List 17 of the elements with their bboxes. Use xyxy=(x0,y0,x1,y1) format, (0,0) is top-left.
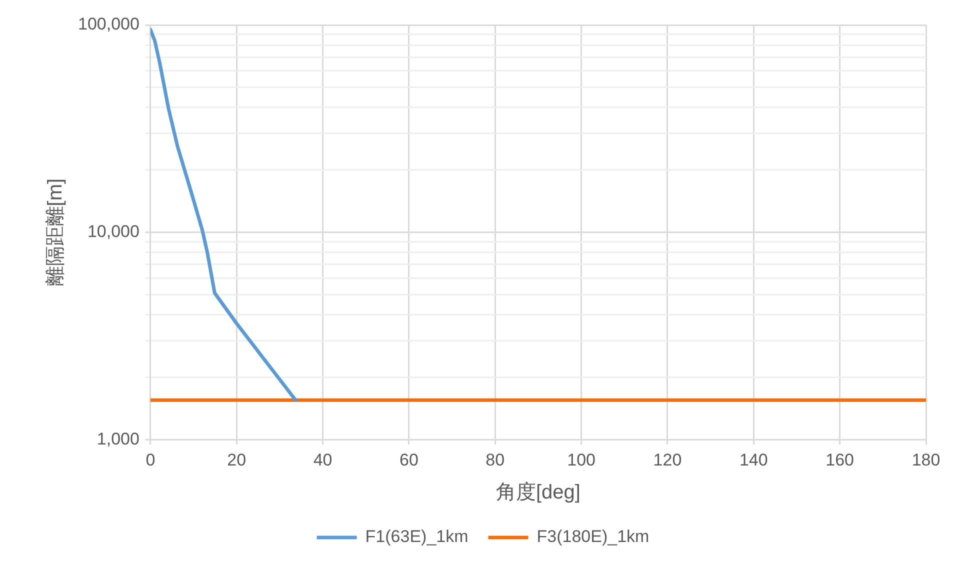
y-tick-label: 1,000 xyxy=(96,429,140,448)
legend-label: F3(180E)_1km xyxy=(536,527,650,546)
x-tick-label: 180 xyxy=(912,450,940,470)
x-tick-label: 140 xyxy=(739,450,768,470)
x-tick-label: 60 xyxy=(400,450,418,470)
y-axis-title: 離隔距離[m] xyxy=(44,178,67,286)
legend-label: F1(63E)_1km xyxy=(365,527,468,546)
x-axis-title: 角度[deg] xyxy=(496,482,580,504)
x-tick-label: 160 xyxy=(826,450,854,470)
x-tick-label: 100 xyxy=(567,450,596,470)
x-tick-label: 120 xyxy=(653,450,682,470)
y-tick-label: 100,000 xyxy=(78,14,140,34)
x-tick-label: 40 xyxy=(313,450,332,470)
x-tick-label: 20 xyxy=(227,450,246,470)
x-tick-label: 80 xyxy=(486,450,505,470)
x-tick-label: 0 xyxy=(146,450,156,470)
y-tick-label: 10,000 xyxy=(87,222,140,241)
